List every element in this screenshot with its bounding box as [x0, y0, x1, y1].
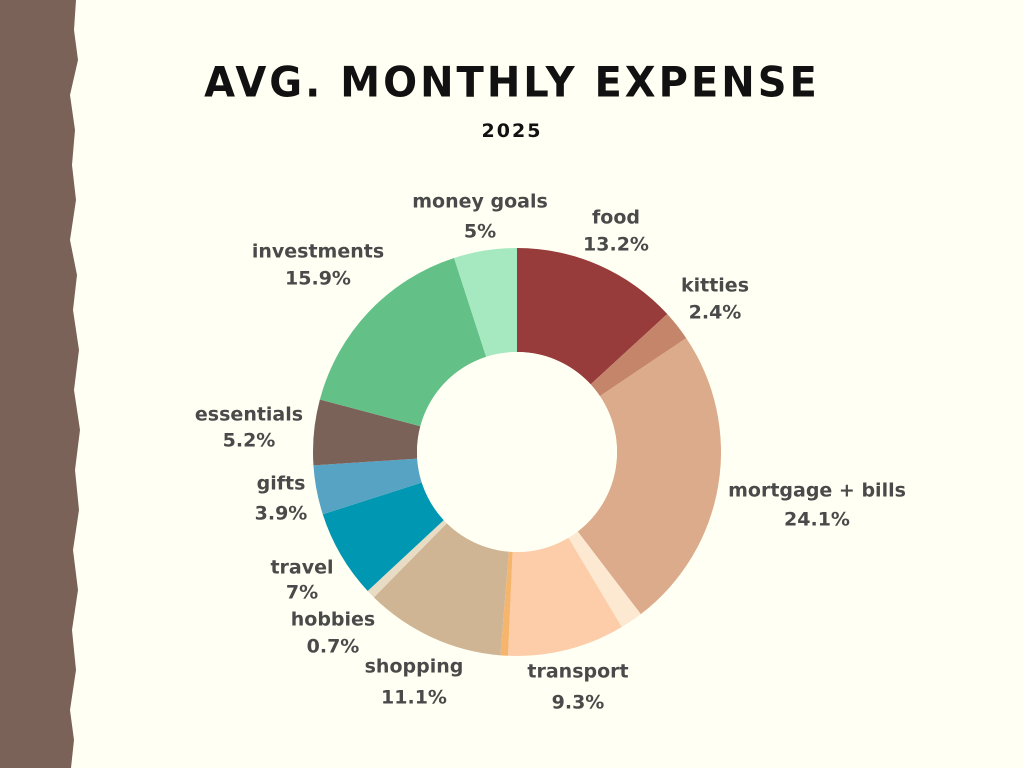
donut-slice-kitties [590, 313, 687, 397]
donut-slice [568, 531, 641, 628]
slice-label: travel [270, 557, 333, 579]
donut-slice-travel [322, 482, 444, 591]
slice-label: mortgage + bills [728, 480, 906, 502]
slice-value-label: 15.9% [285, 268, 351, 290]
chart-subtitle: 2025 [481, 120, 543, 142]
slice-label: food [592, 207, 640, 229]
donut-slice-shopping [373, 523, 509, 656]
slice-value-label: 13.2% [583, 234, 649, 256]
slice-value-label: 7% [286, 582, 318, 604]
donut-slice [500, 551, 513, 656]
slice-value-label: 5.2% [223, 430, 276, 452]
donut-slice-investments [319, 257, 487, 427]
slice-label: gifts [257, 473, 306, 495]
slice-label: money goals [412, 191, 548, 213]
donut-slice-mortgage-bills [577, 338, 722, 615]
donut-slice-gifts [313, 458, 422, 515]
donut-slice-food [517, 248, 668, 385]
slice-value-label: 24.1% [784, 509, 850, 531]
slice-value-label: 5% [464, 221, 496, 243]
slice-label: shopping [365, 656, 464, 678]
donut-slice-transport [508, 537, 622, 656]
slice-label: essentials [195, 404, 303, 426]
donut-slice-essentials [313, 399, 421, 466]
slice-label: investments [252, 241, 384, 263]
slice-label: transport [527, 661, 628, 683]
slice-label: kitties [681, 275, 749, 297]
slice-value-label: 2.4% [689, 302, 742, 324]
slices-group [313, 248, 722, 656]
slice-value-label: 3.9% [255, 503, 308, 525]
slice-value-label: 0.7% [307, 636, 360, 658]
torn-edge-shape [0, 0, 80, 768]
slice-value-label: 9.3% [552, 692, 605, 714]
labels-group: food 13.2% kitties 2.4% mortgage + bills 24.1… [195, 191, 906, 714]
torn-paper-edge [0, 0, 80, 768]
donut-hole [417, 352, 617, 552]
chart-title: AVG. MONTHLY EXPENSE [204, 58, 820, 108]
donut-slice-hobbies [367, 520, 447, 598]
donut-slice-money-goals [454, 248, 517, 357]
slice-label: hobbies [291, 609, 376, 631]
slice-value-label: 11.1% [381, 687, 447, 709]
